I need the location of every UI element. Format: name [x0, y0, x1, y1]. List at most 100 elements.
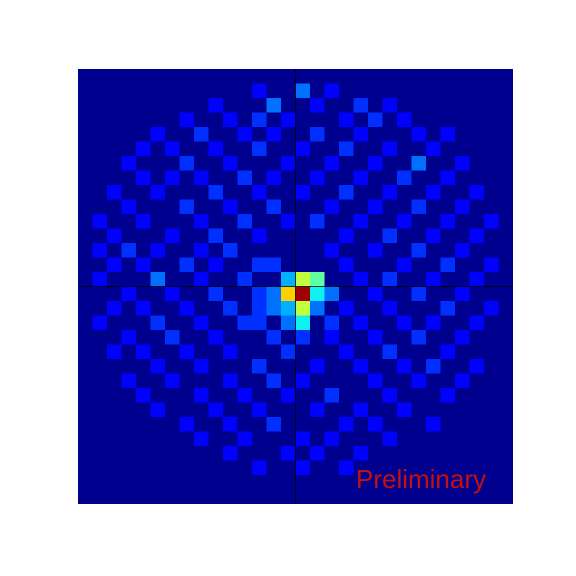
cell [382, 228, 397, 243]
cells [92, 83, 499, 475]
cell [266, 170, 281, 185]
cell [208, 98, 223, 113]
cell [353, 402, 368, 417]
cell [455, 330, 470, 345]
cell [252, 402, 267, 417]
cell [252, 315, 267, 330]
cell [194, 359, 209, 374]
cell [136, 301, 151, 316]
cell [324, 199, 339, 214]
cell [411, 156, 426, 171]
cell [194, 214, 209, 229]
cell [353, 359, 368, 374]
cell [324, 330, 339, 345]
cell [295, 315, 310, 330]
cell [150, 272, 165, 287]
cell [252, 83, 267, 98]
cell [469, 185, 484, 200]
cell [165, 330, 180, 345]
cell [295, 460, 310, 475]
cell [469, 315, 484, 330]
cell [136, 141, 151, 156]
cell [339, 417, 354, 432]
cell [179, 257, 194, 272]
cell [353, 446, 368, 461]
cell [469, 272, 484, 287]
cell [411, 127, 426, 142]
cell [179, 156, 194, 171]
cell [411, 199, 426, 214]
cell [107, 185, 122, 200]
cell [426, 315, 441, 330]
cell [107, 228, 122, 243]
cell [339, 301, 354, 316]
cell [121, 199, 136, 214]
cell [208, 228, 223, 243]
cell [266, 257, 281, 272]
cell [281, 446, 296, 461]
cell [426, 185, 441, 200]
cell [368, 286, 383, 301]
cell [266, 199, 281, 214]
cell [339, 141, 354, 156]
cell [440, 214, 455, 229]
cell [281, 315, 296, 330]
cell [194, 170, 209, 185]
cell [397, 359, 412, 374]
cell [266, 127, 281, 142]
cell [136, 344, 151, 359]
cell [223, 301, 238, 316]
cell [368, 373, 383, 388]
cell [121, 243, 136, 258]
cell [194, 243, 209, 258]
cell [440, 388, 455, 403]
cell [382, 301, 397, 316]
cell [339, 344, 354, 359]
cell [295, 83, 310, 98]
cell [310, 286, 325, 301]
cell [266, 417, 281, 432]
cell [484, 301, 499, 316]
cell [252, 286, 267, 301]
cell [382, 98, 397, 113]
cell [223, 112, 238, 127]
cell [324, 83, 339, 98]
cell [382, 272, 397, 287]
cell [455, 286, 470, 301]
cell [310, 272, 325, 287]
cell [440, 344, 455, 359]
cell [252, 257, 267, 272]
cell [397, 402, 412, 417]
cell [440, 301, 455, 316]
cell [281, 156, 296, 171]
cell [353, 127, 368, 142]
cell [455, 156, 470, 171]
cell [368, 112, 383, 127]
cell [208, 402, 223, 417]
cell [107, 301, 122, 316]
cell [223, 446, 238, 461]
cell [310, 359, 325, 374]
cell [440, 127, 455, 142]
cell [324, 286, 339, 301]
cell [208, 185, 223, 200]
cell [165, 170, 180, 185]
cell [223, 344, 238, 359]
cell [165, 286, 180, 301]
cell [266, 98, 281, 113]
cell [310, 98, 325, 113]
cell [252, 228, 267, 243]
cell [223, 199, 238, 214]
cell [194, 315, 209, 330]
cell [339, 112, 354, 127]
annotation: Preliminary [356, 464, 486, 494]
cell [208, 141, 223, 156]
cell [368, 243, 383, 258]
cell [324, 431, 339, 446]
cell [179, 301, 194, 316]
cell [411, 330, 426, 345]
cell [324, 156, 339, 171]
cell [397, 257, 412, 272]
cell [368, 156, 383, 171]
cell [237, 272, 252, 287]
